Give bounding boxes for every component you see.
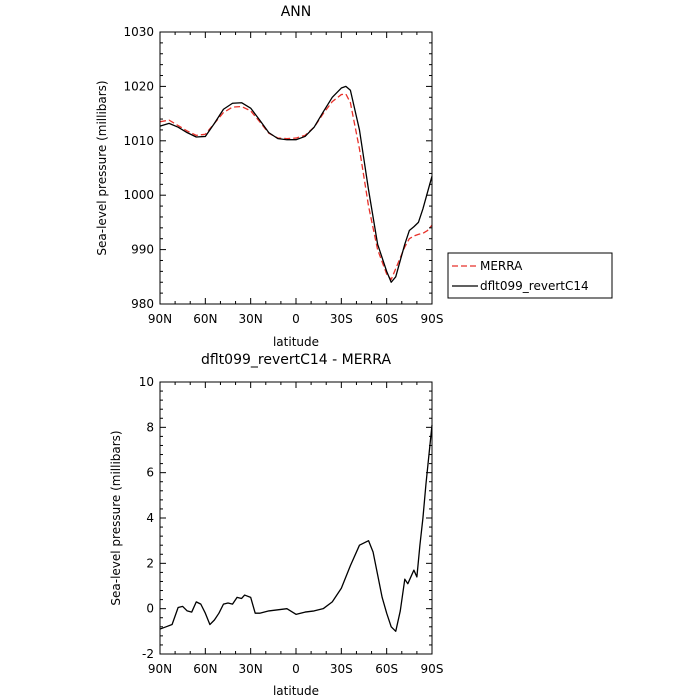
y-tick-label: 0 — [146, 602, 154, 616]
x-tick-label: 0 — [292, 312, 300, 326]
y-tick-label: 1000 — [123, 188, 154, 202]
legend-box — [447, 252, 613, 299]
y-tick-label: 4 — [146, 511, 154, 525]
pressure-difference-chart: dflt099_revertC14 - MERRA 90N 60N 30N 0 30S 6… — [109, 352, 443, 698]
x-tick-label: 90N — [148, 662, 172, 676]
y-axis-label: Sea-level pressure (millibars) — [109, 430, 123, 605]
y-tick-label: -2 — [142, 647, 154, 661]
y-tick-label: 990 — [131, 243, 154, 257]
x-tick-label: 60S — [375, 662, 398, 676]
y-axis-label: Sea-level pressure (millibars) — [95, 80, 109, 255]
tick-marks — [159, 381, 433, 655]
x-tick-labels: 90N 60N 30N 0 30S 60S 90S — [148, 662, 444, 676]
x-tick-label: 60N — [193, 312, 217, 326]
chart-title: dflt099_revertC14 - MERRA — [201, 352, 391, 368]
series-line-merra — [159, 93, 433, 281]
y-tick-label: 10 — [139, 375, 154, 389]
x-tick-label: 30S — [330, 312, 353, 326]
pressure-comparison-chart: ANN 90N 60N 30N 0 30S 60S 90S 980 990 1000 1010 10… — [95, 4, 443, 349]
legend-label-model: dflt099_revertC14 — [480, 279, 589, 293]
x-tick-label: 0 — [292, 662, 300, 676]
y-tick-labels: 980 990 1000 1010 1020 1030 — [123, 25, 154, 311]
series-line-model — [159, 85, 433, 283]
y-tick-labels: -2 0 2 4 6 8 10 — [139, 375, 154, 661]
chart-title: ANN — [281, 4, 312, 20]
y-tick-label: 1020 — [123, 79, 154, 93]
x-tick-label: 90N — [148, 312, 172, 326]
legend-label-merra: MERRA — [480, 259, 523, 273]
y-tick-label: 2 — [146, 556, 154, 570]
x-tick-label: 60S — [375, 312, 398, 326]
y-tick-label: 1010 — [123, 134, 154, 148]
x-tick-label: 60N — [193, 662, 217, 676]
series-line-difference — [159, 425, 433, 632]
x-tick-label: 30N — [239, 312, 263, 326]
y-tick-label: 6 — [146, 466, 154, 480]
x-tick-label: 90S — [421, 312, 444, 326]
y-tick-label: 1030 — [123, 25, 154, 39]
x-tick-label: 30S — [330, 662, 353, 676]
y-tick-label: 8 — [146, 420, 154, 434]
legend: MERRA dflt099_revertC14 — [447, 252, 613, 299]
plot-frame — [159, 31, 433, 305]
series-layer — [159, 85, 433, 283]
x-axis-label: latitude — [273, 684, 319, 698]
x-tick-label: 30N — [239, 662, 263, 676]
x-tick-label: 90S — [421, 662, 444, 676]
tick-marks — [159, 31, 433, 305]
series-layer — [159, 425, 433, 632]
x-axis-label: latitude — [273, 335, 319, 349]
y-tick-label: 980 — [131, 297, 154, 311]
x-tick-labels: 90N 60N 30N 0 30S 60S 90S — [148, 312, 444, 326]
plot-frame — [159, 381, 433, 655]
